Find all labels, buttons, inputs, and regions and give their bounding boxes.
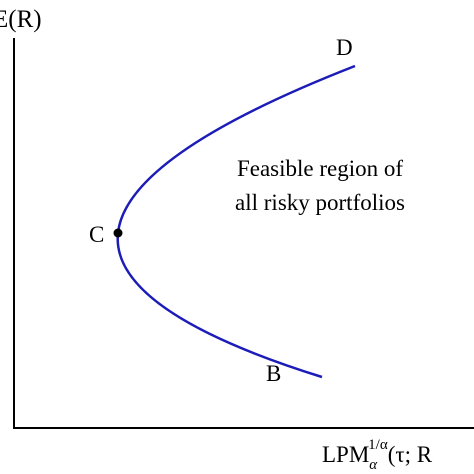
- region-label: all risky portfolios: [235, 190, 405, 215]
- x-axis-label: LPMα 1/α(τ; R: [322, 437, 433, 473]
- x-label-base: LPM: [322, 442, 369, 467]
- x-label-args: (τ; R: [388, 442, 433, 467]
- point-label: D: [336, 35, 353, 60]
- point-label: B: [266, 361, 281, 386]
- x-label-superscript: 1/α: [368, 437, 388, 453]
- point-c: [113, 228, 123, 238]
- region-label: Feasible region of: [237, 156, 403, 181]
- x-label-subscript: α: [369, 457, 378, 473]
- point-label: C: [89, 222, 104, 247]
- frontier-curve: [116, 64, 356, 379]
- y-axis-label: E(R): [0, 6, 42, 33]
